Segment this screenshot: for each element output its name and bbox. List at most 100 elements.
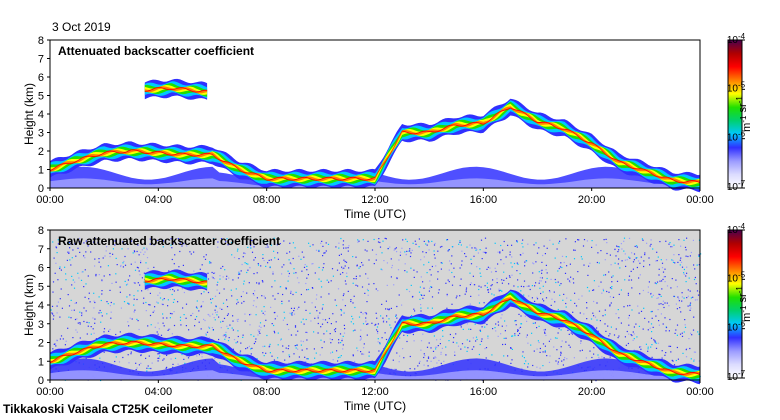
noise-speck — [83, 255, 85, 257]
noise-speck — [298, 356, 300, 358]
noise-speck — [250, 313, 252, 315]
noise-speck — [371, 249, 374, 251]
noise-speck — [148, 367, 150, 370]
noise-speck — [675, 359, 677, 362]
noise-speck — [390, 276, 392, 278]
noise-speck — [88, 322, 90, 324]
noise-speck — [399, 355, 401, 357]
noise-speck — [507, 244, 509, 246]
noise-speck — [223, 334, 225, 336]
noise-speck — [433, 335, 435, 337]
noise-speck — [322, 255, 324, 257]
noise-speck — [92, 241, 95, 243]
noise-speck — [539, 277, 541, 279]
noise-speck — [342, 344, 344, 346]
noise-speck — [548, 340, 550, 342]
plot-background — [50, 40, 700, 188]
noise-speck — [628, 333, 630, 335]
noise-speck — [454, 354, 456, 356]
noise-speck — [190, 314, 192, 317]
noise-speck — [387, 308, 389, 310]
noise-speck — [254, 341, 257, 343]
noise-speck — [242, 291, 244, 293]
noise-speck — [225, 333, 227, 336]
noise-speck — [378, 238, 380, 240]
noise-speck — [302, 340, 304, 343]
noise-speck — [480, 286, 482, 288]
noise-speck — [351, 315, 353, 317]
noise-speck — [600, 281, 602, 283]
noise-speck — [162, 299, 164, 301]
noise-speck — [364, 292, 366, 294]
noise-speck — [604, 323, 606, 325]
noise-speck — [683, 268, 685, 271]
noise-speck — [527, 366, 529, 368]
noise-speck — [137, 290, 139, 292]
noise-speck — [604, 259, 606, 261]
noise-speck — [279, 243, 281, 245]
noise-speck — [317, 332, 319, 334]
noise-speck — [572, 278, 574, 280]
noise-speck — [555, 360, 557, 362]
noise-speck — [253, 342, 255, 345]
noise-speck — [428, 290, 430, 292]
noise-speck — [173, 298, 175, 301]
noise-speck — [273, 312, 275, 314]
noise-speck — [59, 267, 61, 270]
noise-speck — [177, 363, 179, 365]
noise-speck — [220, 327, 222, 329]
noise-speck — [630, 279, 633, 281]
noise-speck — [182, 264, 184, 266]
noise-speck — [484, 326, 486, 328]
noise-speck — [633, 333, 635, 335]
noise-speck — [441, 245, 443, 248]
noise-speck — [690, 251, 692, 254]
noise-speck — [679, 264, 681, 266]
noise-speck — [495, 330, 497, 332]
noise-speck — [68, 252, 70, 254]
noise-speck — [437, 292, 440, 294]
noise-speck — [212, 298, 214, 300]
noise-speck — [273, 359, 275, 361]
noise-speck — [259, 322, 262, 324]
noise-speck — [461, 260, 463, 262]
noise-speck — [480, 239, 483, 241]
noise-speck — [694, 299, 696, 301]
noise-speck — [198, 310, 200, 312]
noise-speck — [355, 275, 357, 277]
noise-speck — [277, 292, 279, 295]
noise-speck — [503, 240, 505, 243]
noise-speck — [557, 363, 559, 365]
noise-speck — [146, 247, 148, 249]
noise-speck — [683, 273, 685, 275]
noise-speck — [586, 240, 588, 242]
noise-speck — [169, 312, 172, 315]
noise-speck — [431, 265, 433, 268]
noise-speck — [68, 251, 70, 253]
noise-speck — [689, 347, 691, 350]
noise-speck — [574, 249, 576, 251]
noise-speck — [304, 264, 306, 266]
noise-speck — [55, 246, 57, 248]
noise-speck — [599, 320, 601, 322]
noise-speck — [233, 256, 236, 259]
noise-speck — [698, 360, 700, 362]
noise-speck — [620, 243, 622, 245]
noise-speck — [521, 242, 523, 245]
noise-speck — [560, 351, 562, 353]
noise-speck — [374, 324, 376, 326]
noise-speck — [538, 282, 540, 284]
noise-speck — [557, 308, 559, 311]
noise-speck — [124, 243, 126, 245]
noise-speck — [516, 262, 518, 264]
noise-speck — [131, 318, 133, 320]
noise-speck — [111, 282, 113, 284]
noise-speck — [158, 328, 160, 330]
noise-speck — [657, 342, 659, 344]
noise-speck — [611, 288, 613, 290]
noise-speck — [129, 294, 131, 296]
noise-speck — [394, 248, 396, 250]
noise-speck — [282, 345, 284, 347]
noise-speck — [655, 283, 658, 285]
